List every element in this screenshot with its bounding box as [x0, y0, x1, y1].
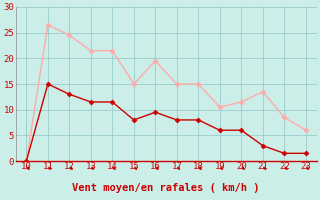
X-axis label: Vent moyen/en rafales ( km/h ): Vent moyen/en rafales ( km/h ) [72, 183, 260, 193]
